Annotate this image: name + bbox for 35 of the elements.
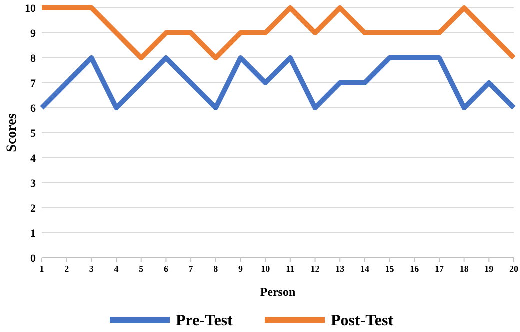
y-tick-label: 1 bbox=[30, 228, 36, 240]
x-tick-label: 8 bbox=[214, 264, 219, 274]
x-tick-label: 7 bbox=[188, 264, 194, 274]
x-tick-label: 12 bbox=[310, 264, 320, 274]
y-tick-label: 5 bbox=[30, 128, 36, 140]
x-axis-title: Person bbox=[260, 285, 296, 299]
x-tick-label: 19 bbox=[484, 264, 494, 274]
y-tick-label: 8 bbox=[30, 52, 36, 65]
x-tick-label: 3 bbox=[89, 264, 94, 274]
legend-label: Post-Test bbox=[331, 312, 394, 330]
x-tick-label: 4 bbox=[114, 264, 120, 274]
x-tick-label: 14 bbox=[360, 264, 370, 274]
y-tick-label: 7 bbox=[30, 78, 36, 90]
x-tick-label: 5 bbox=[139, 264, 144, 274]
legend-label: Pre-Test bbox=[176, 312, 234, 330]
y-axis-title: Scores bbox=[5, 113, 20, 152]
y-tick-label: 4 bbox=[30, 152, 36, 165]
x-tick-label: 13 bbox=[336, 264, 346, 274]
y-tick-label: 6 bbox=[30, 102, 36, 115]
y-tick-label: 0 bbox=[30, 252, 36, 265]
y-tick-label: 9 bbox=[30, 28, 36, 40]
y-tick-label: 10 bbox=[25, 2, 36, 15]
x-tick-label: 15 bbox=[385, 264, 395, 274]
y-tick-label: 3 bbox=[30, 178, 36, 190]
y-tick-label: 2 bbox=[30, 202, 36, 215]
x-tick-label: 17 bbox=[434, 264, 444, 274]
x-tick-label: 10 bbox=[261, 264, 271, 274]
x-tick-label: 6 bbox=[164, 264, 169, 274]
x-tick-label: 9 bbox=[238, 264, 244, 274]
x-tick-label: 18 bbox=[460, 264, 470, 274]
x-tick-label: 16 bbox=[410, 264, 420, 274]
x-tick-label: 1 bbox=[40, 264, 45, 274]
x-tick-label: 20 bbox=[510, 264, 519, 274]
x-tick-label: 2 bbox=[64, 264, 70, 274]
x-tick-label: 11 bbox=[286, 264, 296, 274]
